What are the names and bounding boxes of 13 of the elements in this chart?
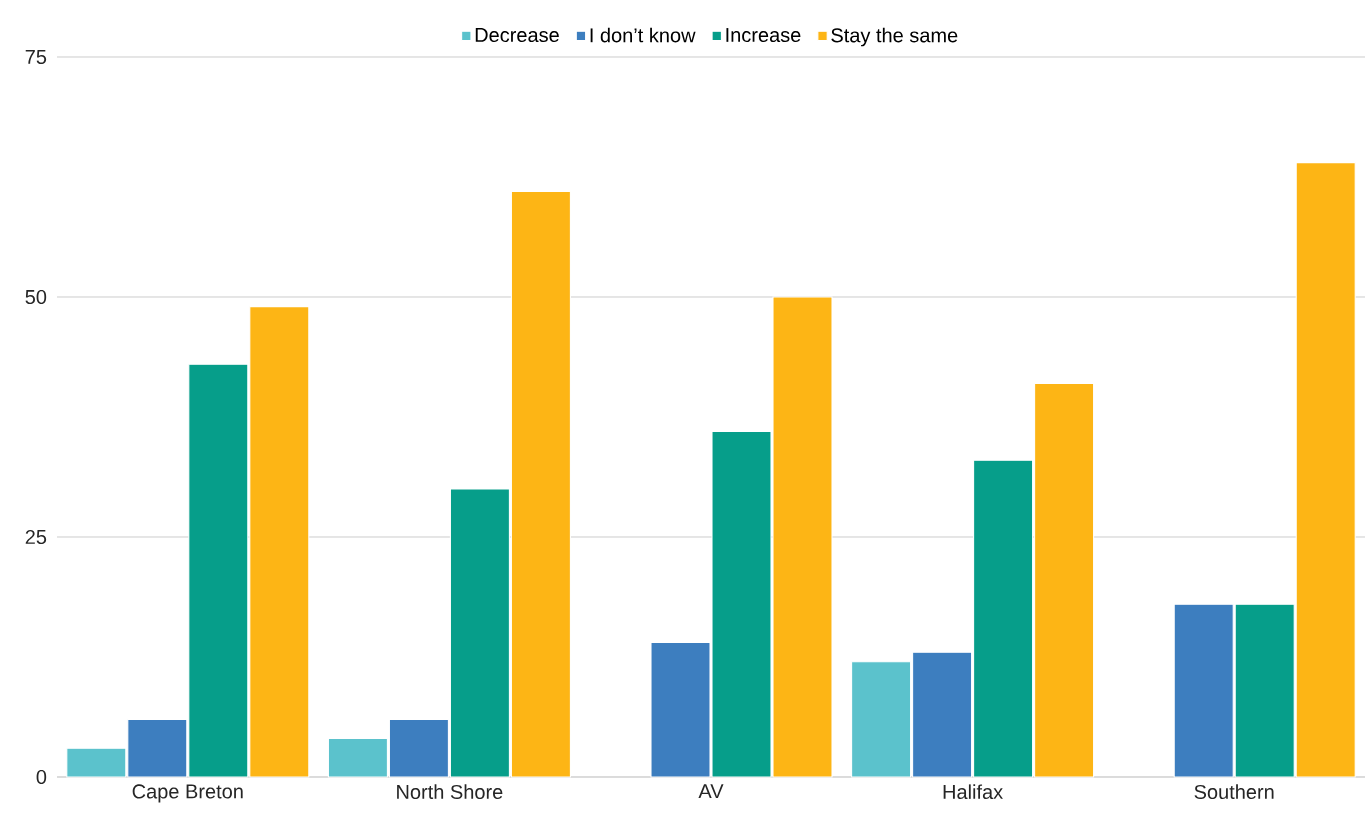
x-tick-label: AV xyxy=(698,784,724,799)
x-tick-label: North Shore xyxy=(397,784,503,800)
y-tick-label: 75 xyxy=(25,50,47,64)
x-tick-label: Cape Breton xyxy=(132,784,243,803)
x-tick-label: Halifax xyxy=(943,784,1003,800)
y-tick-label: 25 xyxy=(25,529,47,545)
legend-label: Increase xyxy=(726,28,801,43)
legend-label: I don’t know xyxy=(590,27,696,43)
x-tick-label: Southern xyxy=(1194,784,1274,800)
y-tick-label: 0 xyxy=(36,769,47,785)
y-tick-label: 50 xyxy=(25,289,47,305)
legend-label: Decrease xyxy=(475,28,559,43)
legend-label: Stay the same xyxy=(831,27,958,47)
